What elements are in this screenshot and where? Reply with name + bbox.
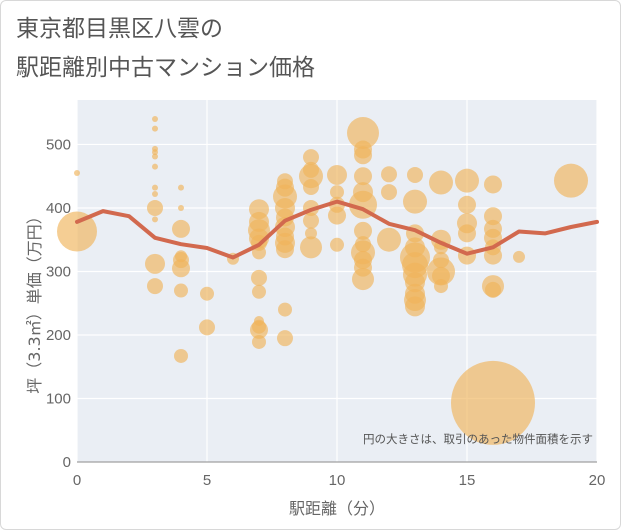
data-bubble: [484, 207, 502, 226]
data-bubble: [300, 236, 322, 259]
data-bubble: [513, 250, 525, 263]
y-tick-label: 200: [46, 327, 71, 344]
x-tick-label: 20: [589, 472, 606, 489]
data-bubble: [178, 204, 184, 211]
x-axis-title: 駅距離（分）: [289, 499, 385, 518]
data-bubble: [152, 149, 158, 156]
data-bubble: [278, 302, 292, 317]
data-bubble: [455, 168, 479, 193]
data-bubble: [147, 199, 163, 216]
data-bubble: [303, 179, 319, 196]
data-bubble: [145, 253, 165, 274]
data-bubble: [352, 268, 374, 291]
y-tick-label: 300: [46, 263, 71, 280]
data-bubble: [434, 279, 448, 294]
data-bubble: [381, 166, 397, 183]
data-bubble: [485, 281, 501, 298]
x-tick-label: 0: [73, 472, 81, 489]
data-bubble: [432, 266, 450, 285]
data-bubble: [172, 259, 190, 278]
data-bubble: [74, 170, 80, 177]
data-bubble: [407, 166, 423, 183]
y-tick-label: 500: [46, 136, 71, 153]
y-axis-title: 坪（3.3㎡）単価（万円）: [25, 208, 44, 393]
average-price-line: [75, 199, 599, 260]
data-bubble: [554, 163, 588, 198]
chart-title-line2: 駅距離別中古マンション価格: [16, 55, 315, 81]
data-bubble: [327, 164, 347, 185]
data-bubble: [484, 246, 502, 265]
data-bubble: [152, 153, 158, 160]
y-tick-label: 0: [63, 454, 71, 471]
bubble-size-note: 円の大きさは、取引のあった物件面積を示す: [363, 432, 593, 446]
data-bubble: [458, 224, 476, 243]
x-tick-label: 15: [459, 472, 476, 489]
data-bubble: [403, 189, 427, 214]
data-bubble: [147, 278, 163, 295]
data-bubble: [277, 330, 293, 347]
data-bubble: [354, 221, 372, 240]
x-tick-label: 5: [203, 472, 211, 489]
data-bubble: [429, 170, 453, 195]
data-bubble: [381, 184, 397, 201]
data-bubble: [276, 240, 294, 259]
data-bubble: [152, 184, 158, 191]
x-tick-label: 10: [329, 472, 346, 489]
data-bubble: [174, 283, 188, 298]
y-tick-label: 100: [46, 390, 71, 407]
data-bubble: [377, 227, 401, 252]
data-bubble: [330, 185, 344, 200]
data-bubble: [152, 125, 158, 132]
data-bubble: [303, 149, 319, 166]
data-bubble: [152, 116, 158, 123]
data-bubble: [57, 211, 97, 252]
data-bubble: [200, 286, 214, 301]
data-bubble: [152, 190, 158, 197]
data-bubble: [354, 167, 372, 186]
data-bubble: [328, 206, 346, 225]
data-bubble: [451, 360, 535, 445]
data-bubble: [347, 117, 379, 150]
data-bubble: [458, 195, 476, 214]
data-bubble: [199, 319, 215, 336]
data-bubble: [405, 296, 425, 317]
data-bubble: [354, 146, 372, 165]
data-bubble: [250, 320, 268, 339]
data-bubble: [174, 348, 188, 363]
data-bubble: [252, 284, 266, 299]
data-bubble: [305, 227, 317, 240]
data-bubble: [252, 334, 266, 349]
data-bubble: [152, 216, 158, 223]
data-bubble: [330, 237, 344, 252]
data-bubble: [172, 219, 190, 238]
data-bubble: [484, 175, 502, 194]
data-bubble: [251, 269, 267, 286]
chart-title-line1: 東京都目黒区八雲の: [16, 16, 223, 42]
data-bubble: [303, 212, 319, 229]
data-bubble: [252, 245, 266, 260]
y-tick-label: 400: [46, 200, 71, 217]
data-bubble: [178, 184, 184, 191]
data-bubble: [152, 163, 158, 170]
